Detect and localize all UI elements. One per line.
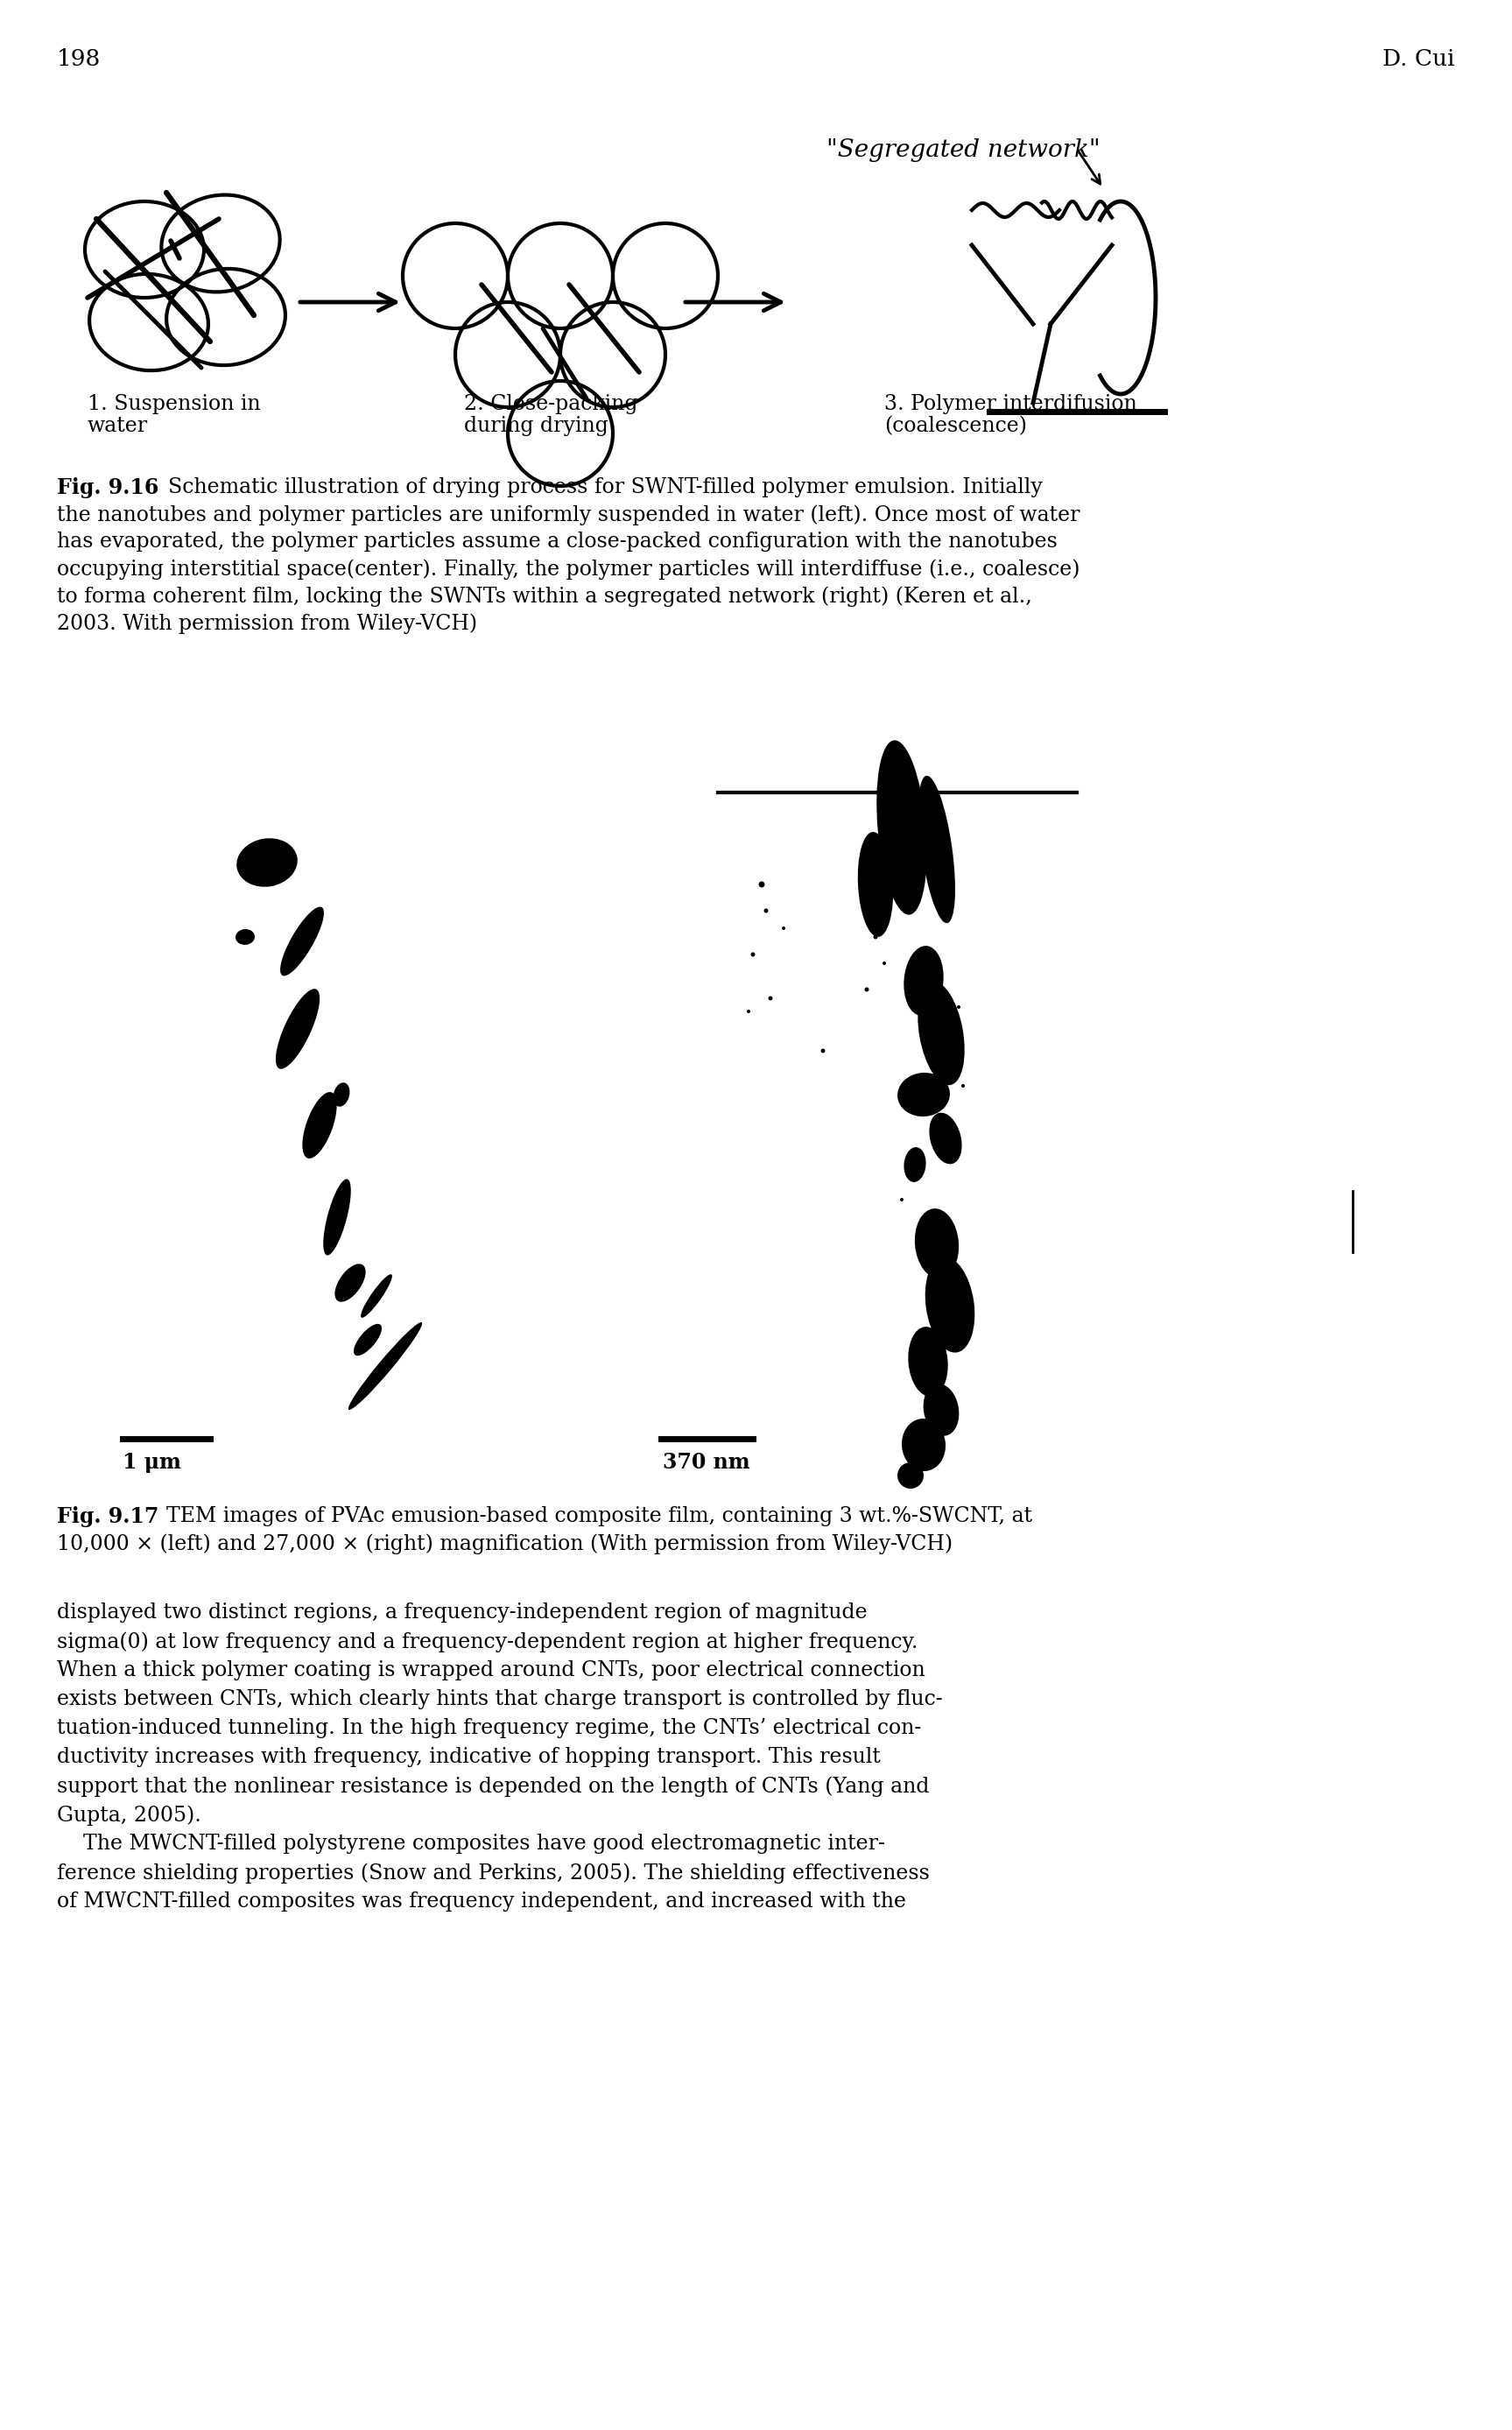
Ellipse shape	[898, 1072, 950, 1115]
Ellipse shape	[334, 1264, 366, 1302]
Ellipse shape	[333, 1084, 349, 1106]
Text: tuation-induced tunneling. In the high frequency regime, the CNTs’ electrical co: tuation-induced tunneling. In the high f…	[57, 1718, 921, 1737]
Text: support that the nonlinear resistance is depended on the length of CNTs (Yang an: support that the nonlinear resistance is…	[57, 1776, 930, 1796]
Text: 1 μm: 1 μm	[122, 1451, 181, 1473]
Text: When a thick polymer coating is wrapped around CNTs, poor electrical connection: When a thick polymer coating is wrapped …	[57, 1660, 925, 1682]
Ellipse shape	[361, 1273, 392, 1317]
Ellipse shape	[764, 909, 768, 914]
Text: has evaporated, the polymer particles assume a close-packed configuration with t: has evaporated, the polymer particles as…	[57, 532, 1057, 552]
Ellipse shape	[930, 1113, 962, 1164]
Text: sigma(0) at low frequency and a frequency-dependent region at higher frequency.: sigma(0) at low frequency and a frequenc…	[57, 1631, 918, 1652]
Ellipse shape	[909, 1327, 948, 1397]
Text: the nanotubes and polymer particles are uniformly suspended in water (left). Onc: the nanotubes and polymer particles are …	[57, 505, 1080, 525]
Text: exists between CNTs, which clearly hints that charge transport is controlled by : exists between CNTs, which clearly hints…	[57, 1689, 942, 1708]
Ellipse shape	[821, 1050, 826, 1052]
Ellipse shape	[751, 953, 754, 957]
Ellipse shape	[918, 775, 956, 923]
Text: to forma coherent film, locking the SWNTs within a segregated network (right) (K: to forma coherent film, locking the SWNT…	[57, 586, 1033, 608]
Ellipse shape	[302, 1091, 337, 1159]
Text: displayed two distinct regions, a frequency-independent region of magnitude: displayed two distinct regions, a freque…	[57, 1601, 868, 1623]
Ellipse shape	[924, 1383, 959, 1436]
Ellipse shape	[900, 1198, 904, 1200]
Text: 10,000 × (left) and 27,000 × (right) magnification (With permission from Wiley-V: 10,000 × (left) and 27,000 × (right) mag…	[57, 1533, 953, 1553]
Ellipse shape	[275, 989, 319, 1069]
Ellipse shape	[904, 945, 943, 1016]
Text: during drying: during drying	[464, 416, 608, 435]
Ellipse shape	[280, 906, 324, 977]
Text: The MWCNT-filled polystyrene composites have good electromagnetic inter-: The MWCNT-filled polystyrene composites …	[57, 1835, 885, 1854]
Text: Fig. 9.16: Fig. 9.16	[57, 476, 159, 498]
Text: 2003. With permission from Wiley-VCH): 2003. With permission from Wiley-VCH)	[57, 612, 478, 634]
Text: water: water	[88, 416, 148, 435]
Ellipse shape	[957, 1006, 960, 1008]
Ellipse shape	[901, 1419, 945, 1470]
Ellipse shape	[857, 831, 894, 938]
Text: ductivity increases with frequency, indicative of hopping transport. This result: ductivity increases with frequency, indi…	[57, 1747, 880, 1767]
Ellipse shape	[925, 1256, 975, 1354]
Ellipse shape	[324, 1179, 351, 1256]
Ellipse shape	[904, 1147, 925, 1181]
Text: 2. Close-packing: 2. Close-packing	[464, 394, 638, 413]
Text: 198: 198	[57, 49, 101, 70]
Text: 370 nm: 370 nm	[662, 1451, 750, 1473]
Text: Schematic illustration of drying process for SWNT-filled polymer emulsion. Initi: Schematic illustration of drying process…	[154, 476, 1043, 498]
Text: Gupta, 2005).: Gupta, 2005).	[57, 1805, 201, 1825]
Ellipse shape	[877, 741, 927, 914]
Ellipse shape	[883, 962, 886, 965]
Text: occupying interstitial space(center). Finally, the polymer particles will interd: occupying interstitial space(center). Fi…	[57, 559, 1080, 578]
Ellipse shape	[874, 936, 877, 938]
Ellipse shape	[768, 996, 773, 1001]
Text: "Segregated network": "Segregated network"	[826, 139, 1099, 163]
Text: Fig. 9.17: Fig. 9.17	[57, 1507, 159, 1526]
Text: ference shielding properties (Snow and Perkins, 2005). The shielding effectivene: ference shielding properties (Snow and P…	[57, 1861, 930, 1883]
Ellipse shape	[236, 838, 298, 887]
Ellipse shape	[354, 1324, 381, 1356]
Ellipse shape	[918, 982, 965, 1086]
Ellipse shape	[747, 1008, 750, 1013]
Text: D. Cui: D. Cui	[1383, 49, 1455, 70]
Text: 3. Polymer interdifusion: 3. Polymer interdifusion	[885, 394, 1137, 413]
Ellipse shape	[348, 1322, 422, 1409]
Ellipse shape	[236, 928, 254, 945]
Ellipse shape	[898, 1463, 924, 1490]
Text: (coalescence): (coalescence)	[885, 416, 1027, 435]
Ellipse shape	[962, 1084, 965, 1089]
Text: 1. Suspension in: 1. Suspension in	[88, 394, 260, 413]
Ellipse shape	[865, 987, 869, 991]
Ellipse shape	[915, 1208, 959, 1278]
Bar	[101, 770, 1409, 1485]
Ellipse shape	[782, 926, 785, 931]
Text: TEM images of PVAc emusion-based composite film, containing 3 wt.%-SWCNT, at: TEM images of PVAc emusion-based composi…	[153, 1507, 1033, 1526]
Text: of MWCNT-filled composites was frequency independent, and increased with the: of MWCNT-filled composites was frequency…	[57, 1891, 906, 1912]
Ellipse shape	[759, 882, 765, 887]
